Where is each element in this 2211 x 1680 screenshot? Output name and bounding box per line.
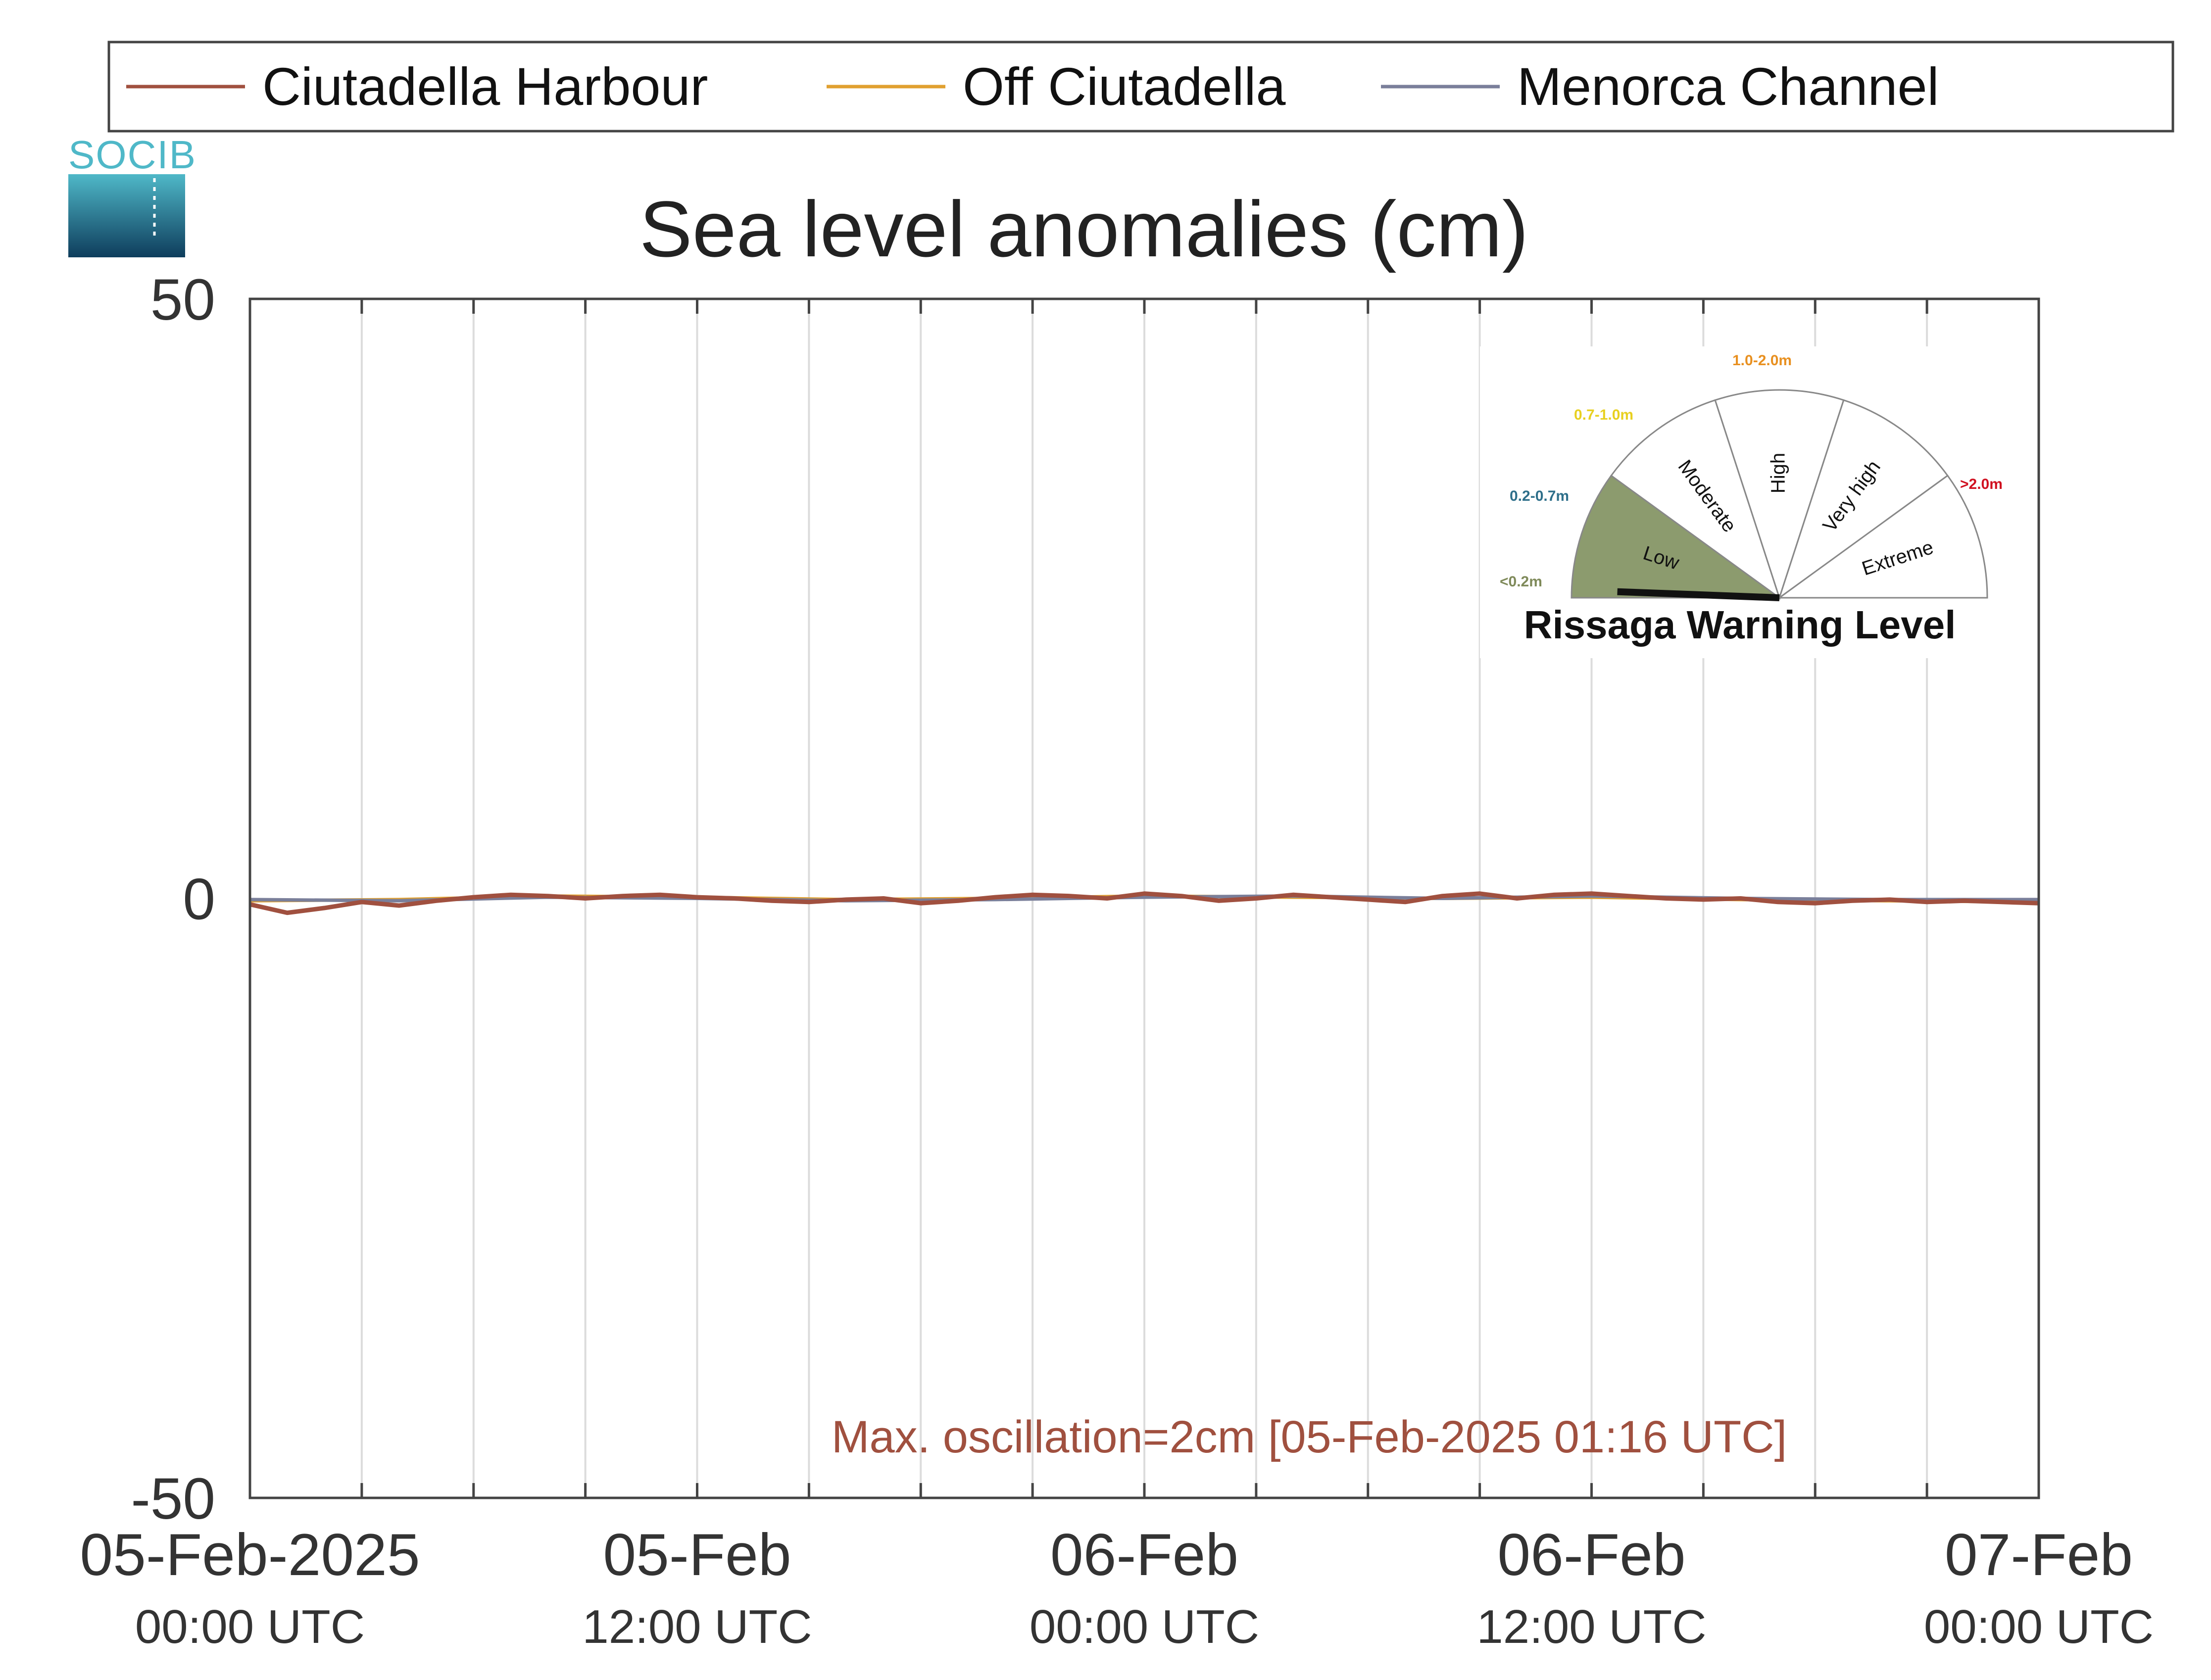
x-tick-time-label: 00:00 UTC: [1924, 1600, 2154, 1653]
rissaga-warning-gauge: Low<0.2mModerate0.2-0.7mHigh0.7-1.0mVery…: [1480, 346, 2014, 658]
socib-logo: SOCIB: [68, 133, 197, 257]
x-tick-time-label: 00:00 UTC: [1030, 1600, 1259, 1653]
chart-title: Sea level anomalies (cm): [639, 185, 1528, 273]
gauge-range-label: 0.2-0.7m: [1510, 488, 1569, 504]
x-tick-time-label: 12:00 UTC: [582, 1600, 812, 1653]
y-tick-label: -50: [131, 1466, 215, 1532]
max-oscillation-annotation: Max. oscillation=2cm [05-Feb-2025 01:16 …: [832, 1412, 1787, 1462]
y-tick-label: 0: [183, 867, 215, 932]
x-tick-date-label: 07-Feb: [1945, 1522, 2133, 1588]
gauge-needle: [1617, 588, 1780, 601]
gauge-range-label: 1.0-2.0m: [1732, 352, 1792, 369]
gauge-sector: [1777, 475, 1988, 599]
legend-label: Ciutadella Harbour: [262, 56, 708, 116]
x-tick-date-label: 06-Feb: [1497, 1522, 1685, 1588]
gauge-sectors: Low<0.2mModerate0.2-0.7mHigh0.7-1.0mVery…: [1500, 352, 2003, 601]
logo-text: SOCIB: [68, 133, 197, 177]
gauge-range-label: >2.0m: [1960, 476, 2003, 492]
legend: Ciutadella Harbour Off Ciutadella Menorca …: [107, 41, 2174, 133]
legend-label: Menorca Channel: [1517, 56, 1939, 116]
gauge-title: Rissaga Warning Level: [1524, 603, 1956, 647]
x-tick-labels: 05-Feb-2025 00:00 UTC 05-Feb 12:00 UTC 06-Fe…: [80, 1522, 2154, 1653]
x-tick-marks: [360, 299, 1928, 1498]
gauge-sector: [1778, 399, 1949, 600]
x-tick-time-label: 00:00 UTC: [135, 1600, 365, 1653]
gauge-sector-label: High: [1768, 453, 1789, 493]
gauge-sector: [1714, 389, 1845, 600]
gauge-sector: [1610, 399, 1781, 600]
x-tick-time-label: 12:00 UTC: [1476, 1600, 1706, 1653]
series-layer: [249, 891, 2039, 915]
logo-graphic: [68, 174, 185, 257]
gauge-sector: [1571, 475, 1782, 599]
legend-label: Off Ciutadella: [963, 56, 1286, 116]
y-tick-labels: 50 0 -50: [131, 267, 215, 1532]
x-tick-date-label: 05-Feb-2025: [80, 1522, 420, 1588]
x-tick-date-label: 05-Feb: [603, 1522, 791, 1588]
gauge-range-label: <0.2m: [1500, 574, 1542, 590]
x-tick-date-label: 06-Feb: [1050, 1522, 1238, 1588]
legend-box: [107, 41, 2174, 133]
legend-entries: Ciutadella Harbour Off Ciutadella Menorca …: [126, 56, 1939, 116]
gauge-range-label: 0.7-1.0m: [1574, 407, 1633, 423]
series-line-ciutadella-harbour: [249, 891, 2039, 915]
y-tick-label: 50: [150, 267, 215, 333]
